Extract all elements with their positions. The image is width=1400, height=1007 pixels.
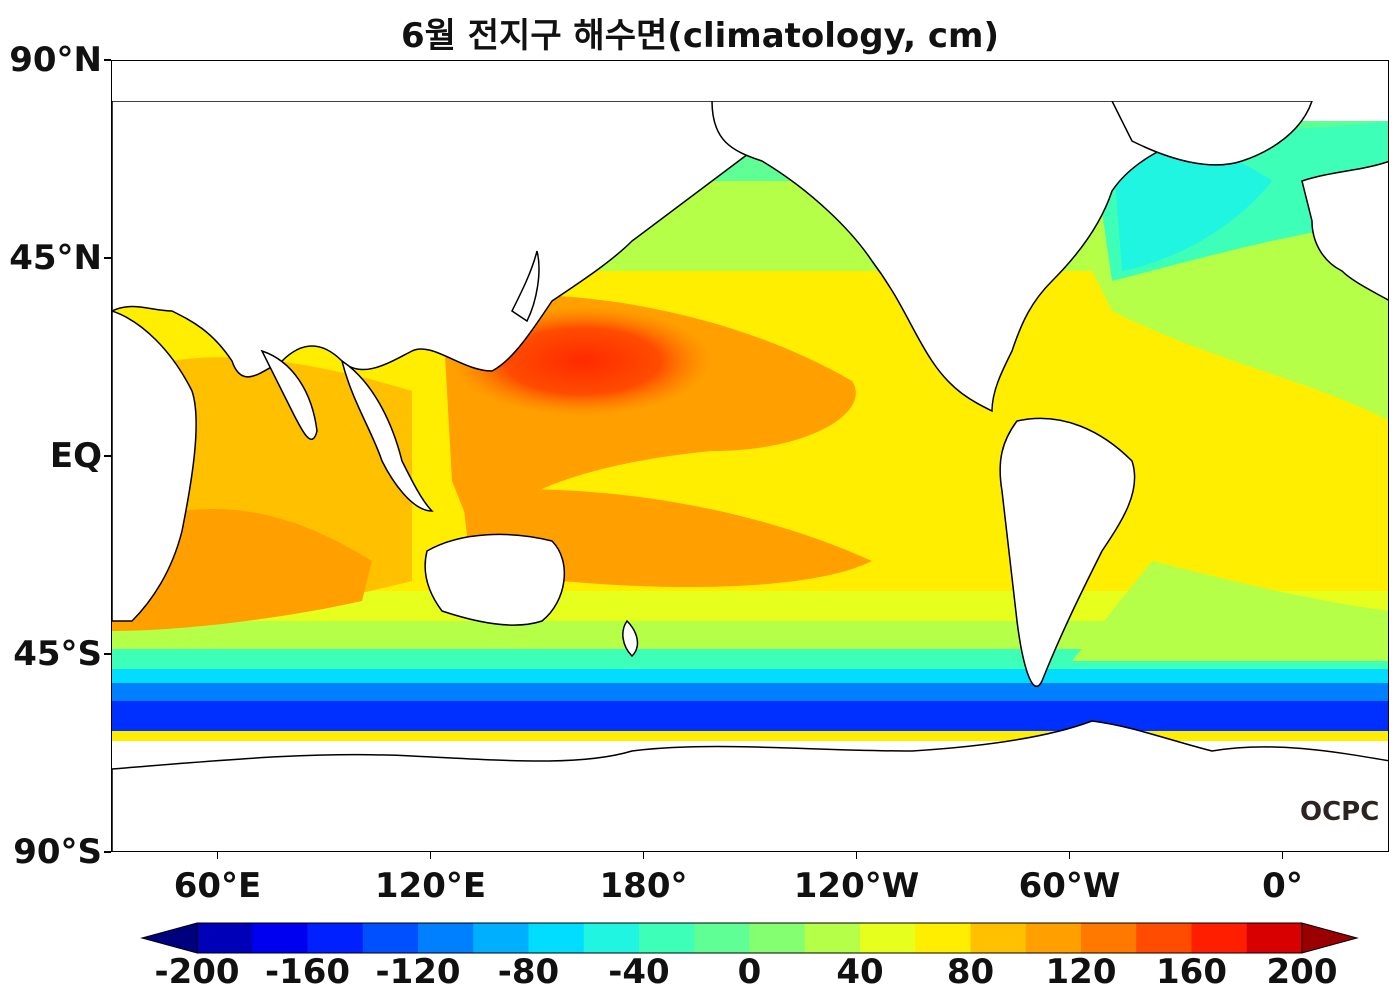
south-atlantic-green (1072, 561, 1388, 661)
land-north-america (711, 100, 1213, 413)
colorbar-label: -80 (497, 952, 560, 992)
lon-tick (1068, 852, 1071, 859)
colorbar-bin (749, 923, 806, 953)
land-arctic-edge (112, 61, 1388, 101)
lat-label: 90°S (13, 832, 102, 872)
lon-label: 0° (1262, 866, 1303, 906)
land-india (260, 349, 318, 440)
colorbar-bin (804, 923, 861, 953)
colorbar-label: 200 (1266, 952, 1338, 992)
ocpc-logo: OCPC (1300, 797, 1380, 827)
lon-label: 60°E (173, 866, 262, 906)
colorbar-extend-low (140, 922, 198, 954)
lon-label: 120°E (374, 866, 487, 906)
land-new-zealand (622, 619, 639, 658)
map-frame: OCPC (111, 60, 1389, 852)
colorbar-bin (915, 923, 971, 953)
lat-tick (104, 653, 111, 655)
land-australia (424, 533, 565, 626)
land-greenland (1110, 100, 1314, 166)
colorbar-label: 160 (1156, 952, 1227, 992)
colorbar-label: 80 (946, 952, 995, 992)
lat-label: EQ (49, 436, 102, 476)
lat-label: 90°N (9, 40, 102, 80)
labrador-sky (1112, 141, 1272, 271)
colorbar-bin (970, 923, 1027, 953)
lon-tick (216, 852, 219, 859)
colorbar-label: -120 (375, 952, 461, 992)
lat-label: 45°N (9, 238, 102, 278)
colorbar-bin (583, 923, 640, 953)
sea-level-map (112, 61, 1388, 851)
colorbar-bin (1246, 923, 1303, 953)
lon-label: 120°W (793, 866, 920, 906)
lon-label: 60°W (1018, 866, 1121, 906)
colorbar-label: 40 (836, 952, 884, 992)
lat-tick (104, 455, 111, 457)
land-eurasia (112, 100, 753, 378)
land-antarctica (112, 720, 1388, 851)
land-indochina (340, 359, 434, 512)
lat-tick (104, 851, 111, 853)
colorbar-label: -40 (608, 952, 670, 992)
colorbar-bin (639, 923, 695, 953)
colorbar-bin (252, 923, 308, 953)
lon-tick (1281, 852, 1284, 859)
colorbar-bin (860, 923, 916, 953)
colorbar-bin (362, 923, 419, 953)
land-africa (112, 310, 197, 622)
colorbar-bin (1191, 923, 1248, 953)
colorbar-bin (418, 923, 474, 953)
map-title: 6월 전지구 해수면(climatology, cm) (400, 16, 1000, 56)
colorbar-bin (1136, 923, 1192, 953)
colorbar-bin (307, 923, 364, 953)
ocean-band-south-deep (112, 701, 1388, 731)
lon-tick (429, 852, 432, 859)
lat-label: 45°S (13, 634, 102, 674)
south-pacific-orange (462, 489, 872, 587)
colorbar-bin (528, 923, 585, 953)
colorbar-bin (1081, 923, 1137, 953)
colorbar-label: 120 (1045, 952, 1117, 992)
colorbar-label: -160 (264, 952, 351, 992)
land-europe (1301, 160, 1388, 301)
colorbar-bin (1025, 923, 1082, 953)
colorbar-outline (196, 922, 1303, 954)
colorbar-label: 0 (737, 952, 762, 992)
colorbar-bin (694, 923, 750, 953)
colorbar (140, 922, 1359, 954)
lat-tick (104, 59, 111, 61)
land-japan (511, 250, 540, 323)
colorbar-bin (473, 923, 529, 953)
land-south-america (999, 417, 1136, 688)
colorbar-extend-high (1301, 922, 1359, 954)
colorbar-bin (197, 923, 253, 953)
colorbar-label: -200 (154, 952, 240, 992)
lon-tick (642, 852, 645, 859)
lon-label: 180° (599, 866, 688, 906)
lat-tick (104, 257, 111, 259)
lon-tick (855, 852, 858, 859)
